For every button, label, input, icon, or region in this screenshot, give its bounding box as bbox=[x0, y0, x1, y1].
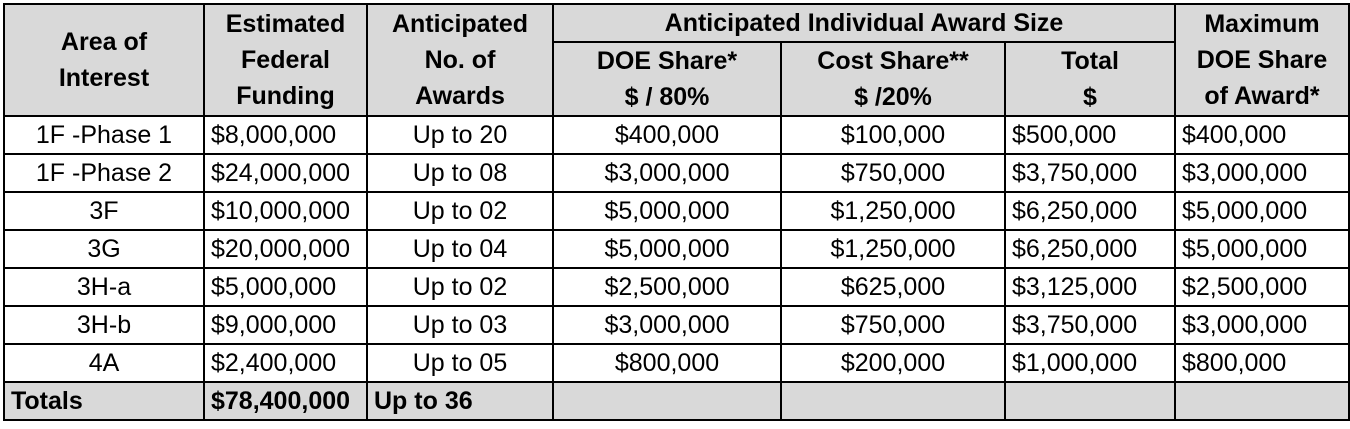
header-text: DOE Share bbox=[1196, 46, 1328, 74]
cell-awards: Up to 02 bbox=[366, 267, 554, 307]
cell-max-doe-share: $2,500,000 bbox=[1174, 267, 1350, 307]
header-text: Total bbox=[1061, 47, 1119, 75]
col-header-total: Total $ bbox=[1004, 41, 1176, 117]
totals-empty-cell bbox=[552, 381, 782, 421]
header-text: Estimated bbox=[225, 10, 346, 38]
header-text: DOE Share* bbox=[596, 47, 738, 75]
cell-awards: Up to 04 bbox=[366, 229, 554, 269]
table-row: 3H-a $5,000,000 Up to 02 $2,500,000 $625… bbox=[3, 267, 1350, 307]
totals-empty-cell bbox=[1004, 381, 1176, 421]
cell-funding: $10,000,000 bbox=[203, 191, 368, 231]
col-header-anticipated-no-of-awards: Anticipated No. of Awards bbox=[366, 3, 554, 117]
cell-doe-share: $3,000,000 bbox=[552, 305, 782, 345]
header-row-2: DOE Share* $ / 80% Cost Share** $ /20% T… bbox=[4, 41, 1349, 117]
cell-area: 1F -Phase 1 bbox=[3, 115, 205, 155]
header-text: Area of bbox=[60, 28, 148, 56]
cell-max-doe-share: $3,000,000 bbox=[1174, 153, 1350, 193]
header-text: of Award* bbox=[1204, 82, 1320, 110]
table-row: 4A $2,400,000 Up to 05 $800,000 $200,000… bbox=[3, 343, 1350, 383]
header-text: Awards bbox=[415, 82, 505, 110]
cell-total: $3,750,000 bbox=[1004, 153, 1176, 193]
totals-empty-cell bbox=[1174, 381, 1350, 421]
cell-total: $500,000 bbox=[1004, 115, 1176, 155]
cell-awards: Up to 20 bbox=[366, 115, 554, 155]
cell-max-doe-share: $5,000,000 bbox=[1174, 191, 1350, 231]
col-header-area-of-interest: Area of Interest bbox=[3, 3, 205, 117]
header-text: Cost Share** bbox=[817, 47, 969, 75]
table-row: 3F $10,000,000 Up to 02 $5,000,000 $1,25… bbox=[3, 191, 1350, 231]
cell-awards: Up to 08 bbox=[366, 153, 554, 193]
table-row: 1F -Phase 2 $24,000,000 Up to 08 $3,000,… bbox=[3, 153, 1350, 193]
header-text: $ / 80% bbox=[624, 83, 710, 111]
cell-funding: $5,000,000 bbox=[203, 267, 368, 307]
cell-doe-share: $2,500,000 bbox=[552, 267, 782, 307]
header-text: Maximum bbox=[1204, 10, 1320, 38]
header-text: $ bbox=[1083, 83, 1097, 111]
table-row: 1F -Phase 1 $8,000,000 Up to 20 $400,000… bbox=[3, 115, 1350, 155]
cell-area: 3H-b bbox=[3, 305, 205, 345]
totals-row: Totals $78,400,000 Up to 36 bbox=[3, 381, 1350, 421]
cell-cost-share: $750,000 bbox=[780, 153, 1006, 193]
totals-label: Totals bbox=[3, 381, 205, 421]
totals-funding: $78,400,000 bbox=[203, 381, 368, 421]
cell-awards: Up to 02 bbox=[366, 191, 554, 231]
cell-max-doe-share: $400,000 bbox=[1174, 115, 1350, 155]
cell-area: 3G bbox=[3, 229, 205, 269]
col-header-maximum-doe-share: Maximum DOE Share of Award* bbox=[1174, 3, 1350, 117]
table-row: 3G $20,000,000 Up to 04 $5,000,000 $1,25… bbox=[3, 229, 1350, 269]
cell-area: 1F -Phase 2 bbox=[3, 153, 205, 193]
cell-area: 3H-a bbox=[3, 267, 205, 307]
cell-doe-share: $3,000,000 bbox=[552, 153, 782, 193]
cell-funding: $20,000,000 bbox=[203, 229, 368, 269]
cell-total: $1,000,000 bbox=[1004, 343, 1176, 383]
header-text: Funding bbox=[236, 82, 335, 110]
cell-funding: $24,000,000 bbox=[203, 153, 368, 193]
cell-cost-share: $750,000 bbox=[780, 305, 1006, 345]
cell-max-doe-share: $5,000,000 bbox=[1174, 229, 1350, 269]
award-funding-table: Area of Interest Estimated Federal Fundi… bbox=[3, 3, 1350, 421]
header-text: Interest bbox=[58, 64, 150, 92]
cell-funding: $2,400,000 bbox=[203, 343, 368, 383]
cell-cost-share: $1,250,000 bbox=[780, 229, 1006, 269]
cell-awards: Up to 03 bbox=[366, 305, 554, 345]
header-text: $ /20% bbox=[854, 83, 932, 111]
cell-cost-share: $200,000 bbox=[780, 343, 1006, 383]
cell-awards: Up to 05 bbox=[366, 343, 554, 383]
col-header-estimated-federal-funding: Estimated Federal Funding bbox=[203, 3, 368, 117]
col-header-cost-share: Cost Share** $ /20% bbox=[780, 41, 1006, 117]
cell-total: $6,250,000 bbox=[1004, 191, 1176, 231]
header-text: Federal bbox=[241, 46, 330, 74]
col-header-doe-share: DOE Share* $ / 80% bbox=[552, 41, 782, 117]
header-text: Anticipated bbox=[391, 10, 529, 38]
cell-doe-share: $5,000,000 bbox=[552, 191, 782, 231]
cell-max-doe-share: $3,000,000 bbox=[1174, 305, 1350, 345]
cell-total: $3,750,000 bbox=[1004, 305, 1176, 345]
col-group-header-anticipated-individual-award-size: Anticipated Individual Award Size bbox=[552, 3, 1176, 43]
cell-funding: $9,000,000 bbox=[203, 305, 368, 345]
cell-cost-share: $625,000 bbox=[780, 267, 1006, 307]
totals-awards: Up to 36 bbox=[366, 381, 554, 421]
header-row-1: Area of Interest Estimated Federal Fundi… bbox=[3, 3, 1350, 117]
table-row: 3H-b $9,000,000 Up to 03 $3,000,000 $750… bbox=[3, 305, 1350, 345]
cell-doe-share: $5,000,000 bbox=[552, 229, 782, 269]
cell-area: 3F bbox=[3, 191, 205, 231]
totals-empty-cell bbox=[780, 381, 1006, 421]
cell-area: 4A bbox=[3, 343, 205, 383]
cell-cost-share: $1,250,000 bbox=[780, 191, 1006, 231]
cell-total: $6,250,000 bbox=[1004, 229, 1176, 269]
cell-doe-share: $800,000 bbox=[552, 343, 782, 383]
cell-cost-share: $100,000 bbox=[780, 115, 1006, 155]
cell-funding: $8,000,000 bbox=[203, 115, 368, 155]
header-text: No. of bbox=[424, 46, 496, 74]
cell-doe-share: $400,000 bbox=[552, 115, 782, 155]
cell-max-doe-share: $800,000 bbox=[1174, 343, 1350, 383]
cell-total: $3,125,000 bbox=[1004, 267, 1176, 307]
